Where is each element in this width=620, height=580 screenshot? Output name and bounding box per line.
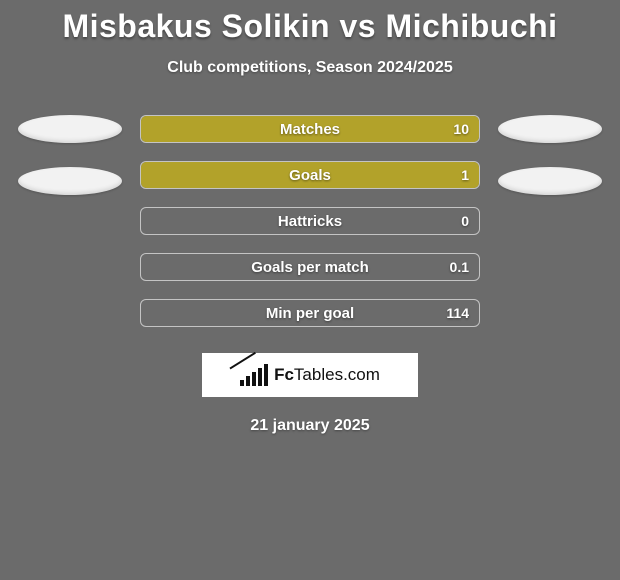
- player-avatar-left: [18, 115, 122, 143]
- stat-label: Goals per match: [141, 254, 479, 280]
- stat-bar: Goals per match0.1: [140, 253, 480, 281]
- stat-bar: Hattricks0: [140, 207, 480, 235]
- stat-bar: Matches10: [140, 115, 480, 143]
- player-avatar-right: [498, 115, 602, 143]
- logo-text: FcTables.com: [274, 365, 380, 385]
- stat-bar: Goals1: [140, 161, 480, 189]
- right-player-col: [490, 115, 610, 327]
- stat-value: 114: [446, 300, 469, 326]
- stat-value: 0: [461, 208, 469, 234]
- infographic-root: Misbakus Solikin vs Michibuchi Club comp…: [0, 0, 620, 580]
- comparison-grid: Matches10Goals1Hattricks0Goals per match…: [0, 115, 620, 327]
- stat-value: 1: [461, 162, 469, 188]
- stat-bar: Min per goal114: [140, 299, 480, 327]
- logo-suffix: .com: [343, 365, 380, 384]
- page-title: Misbakus Solikin vs Michibuchi: [62, 8, 557, 45]
- left-player-col: [10, 115, 130, 327]
- stat-label: Hattricks: [141, 208, 479, 234]
- stat-bars-col: Matches10Goals1Hattricks0Goals per match…: [140, 115, 480, 327]
- stat-value: 10: [453, 116, 469, 142]
- logo-bold: Fc: [274, 365, 294, 384]
- subtitle: Club competitions, Season 2024/2025: [167, 59, 452, 77]
- logo-rest: Tables: [294, 365, 343, 384]
- stat-label: Goals: [141, 162, 479, 188]
- stat-label: Min per goal: [141, 300, 479, 326]
- player-avatar-right: [498, 167, 602, 195]
- player-avatar-left: [18, 167, 122, 195]
- stat-label: Matches: [141, 116, 479, 142]
- source-logo: FcTables.com: [202, 353, 418, 397]
- stat-value: 0.1: [450, 254, 469, 280]
- logo-chart-icon: [240, 364, 268, 386]
- date-label: 21 january 2025: [250, 417, 369, 435]
